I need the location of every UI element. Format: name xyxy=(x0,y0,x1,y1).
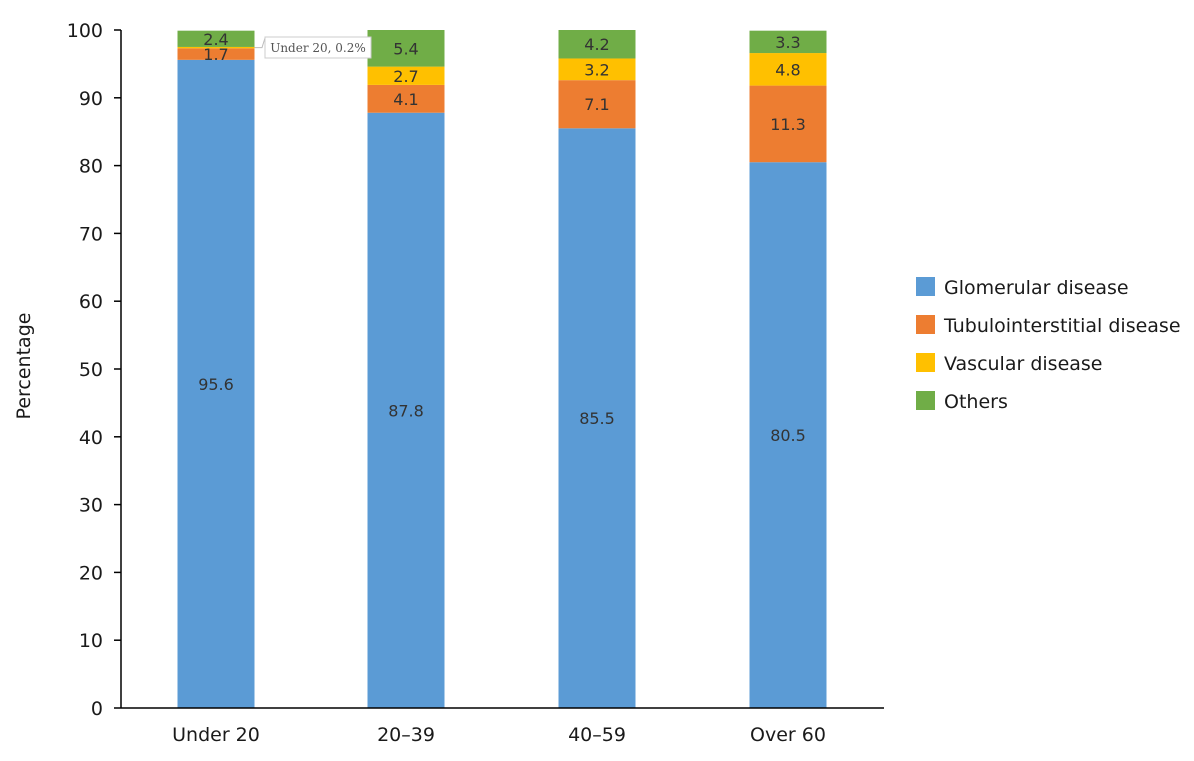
legend: Glomerular disease Tubulointerstitial dis… xyxy=(916,277,1181,413)
legend-swatch xyxy=(916,391,935,410)
bar-segment-2-1 xyxy=(177,48,255,60)
callout-label: Under 20, 0.2% xyxy=(270,41,366,55)
data-label: 80.5 xyxy=(770,426,806,445)
bar-segment-1-3 xyxy=(558,128,636,708)
x-category-labels: Under 20 20–39 40–59 Over 60 xyxy=(172,724,826,746)
x-category-label: Over 60 xyxy=(750,724,826,746)
x-category-label: 20–39 xyxy=(377,724,435,746)
bar-segment-3-2 xyxy=(367,66,445,85)
bar-segment-3-1 xyxy=(177,46,255,49)
bar-segment-4-4 xyxy=(749,30,827,54)
y-axis-title: Percentage xyxy=(13,313,35,420)
legend-swatch xyxy=(916,353,935,372)
data-label: 85.5 xyxy=(579,409,615,428)
y-tick-label: 40 xyxy=(79,427,103,449)
data-label: 1.7 xyxy=(203,45,228,64)
legend-label: Others xyxy=(944,391,1008,413)
callout-box xyxy=(264,36,372,59)
bar-segment-4-1 xyxy=(177,30,255,47)
bar-segment-2-3 xyxy=(558,80,636,129)
y-tick-label: 50 xyxy=(79,359,103,381)
y-tick-label: 20 xyxy=(79,562,103,584)
bar-segment-1-4 xyxy=(749,162,827,708)
y-tick-label: 80 xyxy=(79,156,103,178)
bar-segment-3-3 xyxy=(558,58,636,81)
data-labels-layer: 95.6 1.72.4 87.8 4.1 2.7 5.4 85.5 7.1 3.2 4.2 80.5… xyxy=(198,30,806,445)
legend-label: Tubulointerstitial disease xyxy=(943,315,1181,337)
data-label: 95.6 xyxy=(198,375,234,394)
y-tick-label: 90 xyxy=(79,88,103,110)
bar-segment-2-2 xyxy=(367,84,445,113)
data-label: 87.8 xyxy=(388,401,424,420)
legend-swatch xyxy=(916,315,935,334)
y-tick-label: 70 xyxy=(79,223,103,245)
data-label: 11.3 xyxy=(770,115,806,134)
data-label: 3.3 xyxy=(775,33,800,52)
data-label: 7.1 xyxy=(584,95,609,114)
data-label: 2.4 xyxy=(203,30,228,49)
data-label: 5.4 xyxy=(393,39,418,58)
data-label: 4.1 xyxy=(393,90,418,109)
y-tick-label: 10 xyxy=(79,630,103,652)
legend-swatch xyxy=(916,277,935,296)
bar-segment-4-2 xyxy=(367,30,445,67)
bar-segment-1-2 xyxy=(367,112,445,708)
bar-segment-1-1 xyxy=(177,59,255,708)
x-category-label: Under 20 xyxy=(172,724,260,746)
legend-label: Vascular disease xyxy=(944,353,1103,375)
y-tick-label: 100 xyxy=(67,20,103,42)
legend-label: Glomerular disease xyxy=(944,277,1129,299)
bar-segment-3-4 xyxy=(749,53,827,86)
callout-annotation: Under 20, 0.2% xyxy=(254,36,372,59)
data-label: 3.2 xyxy=(584,60,609,79)
bar-segment-2-4 xyxy=(749,85,827,163)
callout-leader-line xyxy=(254,37,266,49)
bars-layer xyxy=(177,30,827,708)
data-label: 4.2 xyxy=(584,35,609,54)
bar-segment-4-3 xyxy=(558,30,636,59)
data-label: 2.7 xyxy=(393,67,418,86)
data-label: 4.8 xyxy=(775,60,800,79)
y-tick-label: 30 xyxy=(79,495,103,517)
y-tick-label: 0 xyxy=(91,698,103,720)
x-category-label: 40–59 xyxy=(568,724,626,746)
y-ticks: 0 10 20 30 40 50 60 70 80 90 100 xyxy=(67,20,121,720)
y-tick-label: 60 xyxy=(79,291,103,313)
